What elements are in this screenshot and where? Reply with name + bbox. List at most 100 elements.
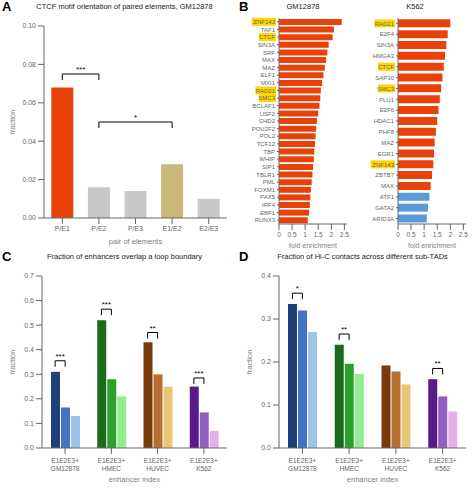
svg-text:fraction: fraction	[8, 350, 17, 375]
svg-text:SMC3: SMC3	[377, 86, 394, 92]
svg-text:SAP30: SAP30	[375, 75, 394, 81]
svg-text:SIN3A: SIN3A	[258, 42, 275, 48]
svg-text:1.5: 1.5	[314, 231, 323, 238]
svg-text:CTCF: CTCF	[378, 64, 394, 70]
svg-text:MAX: MAX	[381, 183, 394, 189]
svg-text:TCF12: TCF12	[257, 141, 276, 147]
svg-text:MAX: MAX	[262, 57, 275, 63]
svg-text:MAZ: MAZ	[262, 65, 275, 71]
svg-text:TAF1: TAF1	[261, 27, 276, 33]
svg-text:RAD21: RAD21	[375, 21, 395, 27]
svg-text:***: ***	[76, 65, 85, 74]
svg-text:0: 0	[396, 231, 400, 238]
svg-text:fraction: fraction	[8, 110, 17, 135]
svg-text:ZBTB7: ZBTB7	[375, 172, 394, 178]
svg-text:POL2: POL2	[260, 133, 276, 139]
svg-text:P/E3: P/E3	[128, 225, 143, 232]
svg-text:0.1: 0.1	[24, 420, 34, 427]
svg-text:E2/E3: E2/E3	[199, 225, 218, 232]
svg-text:0.5: 0.5	[407, 231, 416, 238]
svg-text:PAX5: PAX5	[260, 194, 276, 200]
svg-text:SRF: SRF	[263, 50, 275, 56]
svg-text:IRF4: IRF4	[262, 202, 276, 208]
svg-text:P/E2: P/E2	[91, 225, 106, 232]
svg-text:HMGA3: HMGA3	[373, 53, 395, 59]
svg-text:**: **	[341, 325, 347, 334]
svg-text:2.5: 2.5	[459, 231, 466, 238]
svg-text:E1E2E3+HUVEC: E1E2E3+HUVEC	[382, 457, 410, 472]
svg-text:TBLR1: TBLR1	[256, 172, 275, 178]
svg-text:fold enrichment: fold enrichment	[289, 242, 337, 249]
svg-text:E1E2E3+K562: E1E2E3+K562	[190, 457, 218, 472]
svg-text:POU2F2: POU2F2	[252, 126, 276, 132]
svg-text:GATA2: GATA2	[375, 205, 394, 211]
svg-text:0.1: 0.1	[261, 401, 271, 408]
svg-text:E1E2E3+GM12878: E1E2E3+GM12878	[51, 457, 80, 472]
svg-text:MAZ: MAZ	[381, 140, 394, 146]
svg-text:1: 1	[303, 231, 307, 238]
svg-text:2: 2	[448, 231, 452, 238]
svg-text:TBP: TBP	[263, 149, 275, 155]
svg-text:0: 0	[277, 231, 281, 238]
svg-text:0.2: 0.2	[24, 395, 34, 402]
svg-text:PLU1: PLU1	[379, 97, 395, 103]
svg-text:E1E2E3+HMEC: E1E2E3+HMEC	[98, 457, 126, 472]
svg-text:PHF8: PHF8	[379, 129, 395, 135]
svg-text:ZNF143: ZNF143	[372, 162, 394, 168]
svg-text:**: **	[435, 359, 441, 368]
svg-text:0.2: 0.2	[261, 358, 271, 365]
svg-text:E1E2E3+HMEC: E1E2E3+HMEC	[335, 457, 363, 472]
svg-text:PML: PML	[263, 179, 276, 185]
svg-text:*: *	[134, 113, 137, 122]
svg-text:enhancer index: enhancer index	[109, 475, 161, 484]
svg-text:1.5: 1.5	[433, 231, 442, 238]
svg-text:***: ***	[55, 352, 64, 361]
svg-text:0.0: 0.0	[261, 444, 271, 451]
svg-text:ATF1: ATF1	[380, 194, 395, 200]
svg-text:CHD2: CHD2	[259, 118, 276, 124]
svg-text:2: 2	[329, 231, 333, 238]
svg-text:fraction: fraction	[245, 350, 254, 375]
svg-text:0.08: 0.08	[22, 61, 36, 68]
svg-text:***: ***	[102, 300, 111, 309]
svg-text:0.00: 0.00	[22, 214, 36, 221]
svg-text:E1E2E3+GM12878: E1E2E3+GM12878	[288, 457, 317, 472]
svg-text:RUNX3: RUNX3	[255, 217, 276, 223]
svg-text:ZNF143: ZNF143	[253, 19, 275, 25]
svg-text:EGR1: EGR1	[378, 151, 395, 157]
svg-text:***: ***	[194, 369, 203, 378]
svg-text:0.04: 0.04	[22, 138, 36, 145]
svg-text:SIP1: SIP1	[262, 164, 276, 170]
svg-text:RAD21: RAD21	[256, 88, 276, 94]
svg-text:0.5: 0.5	[24, 322, 34, 329]
svg-text:0.02: 0.02	[22, 176, 36, 183]
svg-text:fold enrichment: fold enrichment	[408, 242, 456, 249]
svg-text:0.5: 0.5	[288, 231, 297, 238]
svg-text:E1/E2: E1/E2	[163, 225, 182, 232]
svg-text:MXI1: MXI1	[261, 80, 276, 86]
svg-text:0.06: 0.06	[22, 99, 36, 106]
svg-text:0.7: 0.7	[24, 272, 34, 279]
svg-text:SIN3A: SIN3A	[377, 42, 394, 48]
svg-text:0.3: 0.3	[24, 371, 34, 378]
svg-text:HDAC1: HDAC1	[374, 118, 395, 124]
svg-text:CTCF: CTCF	[259, 34, 275, 40]
svg-text:EBF1: EBF1	[260, 210, 276, 216]
svg-text:BCLAF1: BCLAF1	[252, 103, 275, 109]
svg-text:ELF1: ELF1	[261, 72, 276, 78]
svg-text:E1E2E3+HUVEC: E1E2E3+HUVEC	[144, 457, 172, 472]
svg-text:FOXM1: FOXM1	[254, 187, 275, 193]
svg-text:0.6: 0.6	[24, 297, 34, 304]
svg-text:0.3: 0.3	[261, 315, 271, 322]
svg-text:2.5: 2.5	[340, 231, 349, 238]
svg-text:E2F4: E2F4	[380, 31, 395, 37]
svg-text:P/E1: P/E1	[55, 225, 70, 232]
svg-text:E1E2E3+K562: E1E2E3+K562	[429, 457, 457, 472]
svg-text:0.10: 0.10	[22, 22, 36, 29]
svg-text:SMC3: SMC3	[258, 95, 275, 101]
svg-text:ARID3A: ARID3A	[372, 216, 394, 222]
svg-text:**: **	[150, 324, 156, 333]
svg-text:E2F6: E2F6	[380, 107, 395, 113]
svg-text:0.4: 0.4	[261, 272, 271, 279]
svg-text:pair of elements: pair of elements	[109, 237, 163, 246]
